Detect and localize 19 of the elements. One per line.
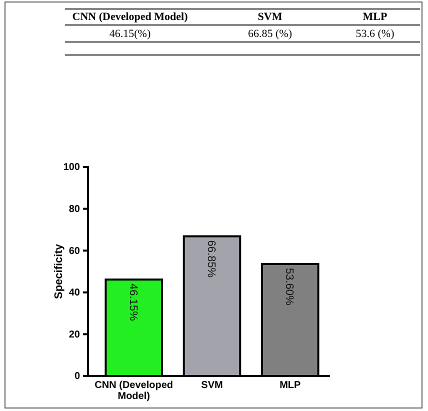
y-axis-title: Specificity	[53, 243, 65, 300]
text: 46.15(%)	[109, 28, 151, 40]
text: 53.6 (%)	[356, 28, 395, 40]
x-tick-label: SVM	[201, 380, 223, 391]
data-label: 53.60%	[283, 268, 296, 306]
data-label: 46.15%	[126, 284, 139, 322]
data-label: 66.85%	[205, 240, 217, 278]
x-tick-label: MLP	[280, 380, 302, 391]
text: CNN (Developed Model)	[72, 11, 188, 23]
y-tick-label: 40	[68, 288, 80, 299]
y-tick-label: 0	[74, 371, 80, 382]
y-tick-label: 80	[68, 204, 80, 215]
y-tick-label: 60	[68, 246, 80, 257]
text: SVM	[258, 11, 283, 23]
text: MLP	[362, 11, 388, 23]
text: 66.85 (%)	[248, 28, 292, 40]
y-tick-label: 20	[68, 329, 80, 340]
x-tick-label: CNN (Developed Model)	[94, 380, 174, 402]
y-tick-label: 100	[63, 162, 80, 174]
